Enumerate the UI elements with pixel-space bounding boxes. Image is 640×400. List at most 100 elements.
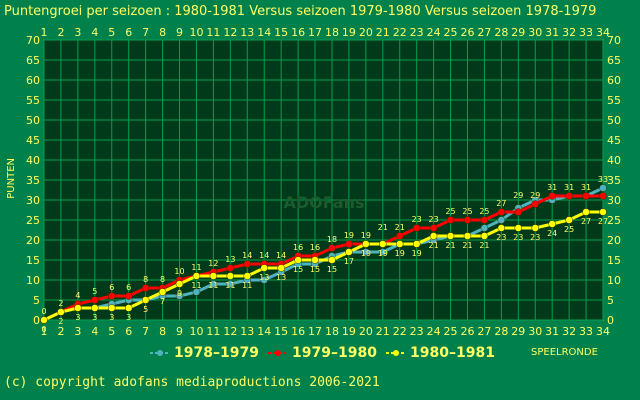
x-tick-label-top: 2 bbox=[57, 26, 64, 39]
x-tick-label: 1 bbox=[41, 325, 48, 338]
x-tick-label: 31 bbox=[545, 325, 559, 338]
data-label: 29 bbox=[513, 191, 523, 200]
data-label: 9 bbox=[177, 289, 182, 298]
data-label: 2 bbox=[58, 317, 63, 326]
data-point-2 bbox=[463, 232, 472, 240]
x-tick-label-top: 30 bbox=[528, 26, 542, 39]
data-label: 17 bbox=[344, 257, 354, 266]
x-tick-label: 2 bbox=[57, 325, 64, 338]
x-tick-label: 17 bbox=[308, 325, 322, 338]
y-tick-label-right: 55 bbox=[607, 94, 621, 107]
data-point-2 bbox=[192, 272, 201, 280]
data-point-0 bbox=[226, 280, 235, 288]
y-tick-label-right: 65 bbox=[607, 54, 621, 67]
data-label: 15 bbox=[310, 265, 320, 274]
data-point-2 bbox=[243, 272, 252, 280]
data-point-1 bbox=[446, 216, 455, 224]
x-tick-label: 4 bbox=[91, 325, 98, 338]
data-label: 23 bbox=[513, 233, 523, 242]
x-tick-label: 12 bbox=[223, 325, 237, 338]
data-point-2 bbox=[328, 256, 336, 264]
data-point-2 bbox=[531, 224, 539, 232]
data-point-2 bbox=[429, 232, 438, 240]
data-point-1 bbox=[531, 200, 539, 208]
data-point-2 bbox=[260, 264, 268, 272]
data-label: 21 bbox=[429, 241, 439, 250]
y-tick-label: 70 bbox=[26, 34, 40, 47]
x-tick-label-top: 20 bbox=[359, 26, 373, 39]
data-point-1 bbox=[514, 208, 523, 216]
x-tick-label-top: 33 bbox=[579, 26, 593, 39]
data-label: 21 bbox=[462, 241, 472, 250]
data-point-2 bbox=[294, 256, 302, 264]
data-label: 23 bbox=[496, 233, 506, 242]
x-tick-label-top: 29 bbox=[511, 26, 525, 39]
x-tick-label-top: 24 bbox=[427, 26, 441, 39]
data-point-0 bbox=[175, 292, 184, 300]
x-tick-label-top: 7 bbox=[142, 26, 149, 39]
x-tick-label: 13 bbox=[240, 325, 254, 338]
data-label: 6 bbox=[126, 283, 131, 292]
data-label: 8 bbox=[143, 275, 148, 284]
y-tick-label-right: 50 bbox=[607, 114, 621, 127]
data-point-1 bbox=[328, 244, 336, 252]
y-tick-label: 55 bbox=[26, 94, 40, 107]
data-label: 21 bbox=[479, 241, 489, 250]
x-tick-label: 28 bbox=[494, 325, 508, 338]
y-tick-label-right: 45 bbox=[607, 134, 621, 147]
x-tick-label: 23 bbox=[410, 325, 424, 338]
data-label: 24 bbox=[547, 229, 557, 238]
x-tick-label: 18 bbox=[325, 325, 339, 338]
y-tick-label: 15 bbox=[26, 254, 40, 267]
y-tick-label: 30 bbox=[26, 194, 40, 207]
data-label: 31 bbox=[547, 183, 557, 192]
x-tick-label-top: 26 bbox=[460, 26, 474, 39]
data-label: 14 bbox=[259, 251, 269, 260]
x-tick-label-top: 11 bbox=[206, 26, 220, 39]
x-tick-label-top: 16 bbox=[291, 26, 305, 39]
data-point-0 bbox=[599, 184, 607, 192]
data-point-2 bbox=[565, 216, 573, 224]
data-label: 23 bbox=[412, 215, 422, 224]
data-point-1 bbox=[108, 292, 116, 300]
data-point-1 bbox=[548, 192, 556, 200]
data-label: 21 bbox=[395, 223, 405, 232]
data-label: 15 bbox=[293, 265, 303, 274]
data-label: 12 bbox=[208, 259, 218, 268]
chart-title: Puntengroei per seizoen : 1980-1981 Vers… bbox=[4, 4, 597, 19]
data-point-0 bbox=[362, 248, 370, 256]
x-axis-label: SPEELRONDE bbox=[531, 347, 598, 358]
data-label: 3 bbox=[92, 313, 97, 322]
data-label: 3 bbox=[109, 313, 114, 322]
data-label: 10 bbox=[174, 267, 184, 276]
data-label: 23 bbox=[530, 233, 540, 242]
data-label: 33 bbox=[598, 175, 608, 184]
x-tick-label-top: 28 bbox=[494, 26, 508, 39]
x-tick-label: 6 bbox=[125, 325, 132, 338]
data-point-1 bbox=[141, 284, 150, 292]
data-label: 15 bbox=[327, 265, 337, 274]
x-tick-label: 9 bbox=[176, 325, 183, 338]
y-tick-label: 45 bbox=[26, 134, 40, 147]
x-tick-label: 15 bbox=[274, 325, 288, 338]
data-label: 11 bbox=[242, 281, 252, 290]
data-label: 0 bbox=[41, 307, 46, 316]
data-label: 31 bbox=[564, 183, 574, 192]
x-tick-label: 14 bbox=[257, 325, 271, 338]
data-point-1 bbox=[599, 192, 607, 200]
data-label: 19 bbox=[361, 249, 371, 258]
legend-label-1979: 1979–1980 bbox=[292, 345, 377, 361]
data-point-2 bbox=[582, 208, 590, 216]
data-point-2 bbox=[91, 304, 99, 312]
data-point-1 bbox=[565, 192, 573, 200]
y-tick-label-right: 70 bbox=[607, 34, 621, 47]
data-point-2 bbox=[362, 240, 370, 248]
data-label: 11 bbox=[191, 263, 201, 272]
data-label: 25 bbox=[479, 207, 489, 216]
x-tick-label: 27 bbox=[477, 325, 491, 338]
legend-item-1978: 1978–1979 bbox=[150, 345, 259, 361]
legend-label-1980: 1980–1981 bbox=[410, 345, 495, 361]
legend-swatch-1980 bbox=[386, 350, 406, 356]
y-tick-label-right: 40 bbox=[607, 154, 621, 167]
x-tick-label-top: 6 bbox=[125, 26, 132, 39]
